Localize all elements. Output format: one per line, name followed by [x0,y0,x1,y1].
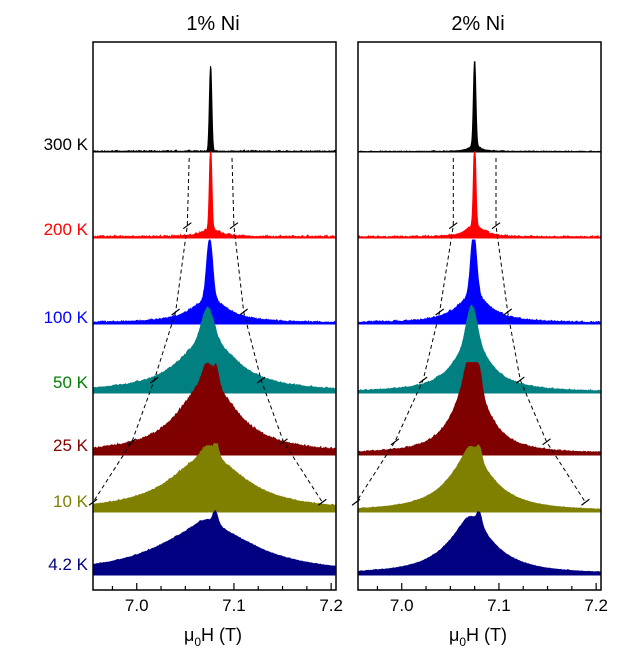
spectrum-42k [358,511,601,576]
temp-label-100k: 100 K [44,308,89,327]
guide-tick [127,438,137,446]
spectrum-200k [93,151,336,239]
guide-tick [318,498,327,506]
x-tick-label: 7.2 [319,596,343,615]
panel-title-right: 2% Ni [451,13,504,35]
guide-left-dashed [92,157,190,503]
spectrum-300k [93,66,336,153]
guide-tick [581,498,590,506]
guide-tick [542,438,551,446]
spectrum-100k [358,239,601,325]
panel-2pct-ni: 7.0 7.1 7.2 [351,41,608,615]
spectrum-25k [358,362,601,456]
temp-label-25k: 25 K [53,436,89,455]
panel-frame [357,41,602,591]
temperature-labels: 300 K 200 K 100 K 50 K 25 K 10 K 4.2 K [44,135,89,574]
guide-right-dashed [231,157,323,503]
x-tick-label: 7.0 [125,596,149,615]
temp-label-200k: 200 K [44,220,89,239]
spectrum-10k [93,443,336,513]
temp-label-4-2k: 4.2 K [48,555,88,574]
spectra-traces [93,66,336,576]
guide-tick [239,308,249,316]
spectrum-200k [358,151,601,239]
guide-left-dashed [355,158,454,503]
spectrum-50k [358,304,601,394]
spectrum-100k [93,239,336,325]
guide-tick [503,308,513,316]
x-tick-label: 7.2 [584,596,608,615]
guide-tick [491,222,501,230]
x-tick-label: 7.0 [390,596,414,615]
temp-label-300k: 300 K [44,135,89,154]
x-axis-title-right: μ0H (T) [449,625,507,649]
guide-tick [182,222,192,230]
panel-title-left: 1% Ni [186,13,239,35]
guide-tick [229,222,239,230]
guide-tick [448,222,458,230]
panel-1pct-ni: 7.0 7.1 7.2 [88,41,343,615]
guide-tick [351,498,361,506]
x-tick-label: 7.1 [487,596,511,615]
spectrum-10k [358,444,601,513]
guide-tick [515,376,525,384]
guide-tick [149,376,159,384]
x-tick-label: 7.1 [222,596,246,615]
guide-tick [279,438,288,446]
guide-right-dashed [495,158,586,503]
temp-label-10k: 10 K [53,492,89,511]
guide-tick [418,376,428,384]
spectrum-42k [93,510,336,576]
temp-label-50k: 50 K [53,373,89,392]
guide-tick [435,308,445,316]
spectrum-300k [358,61,601,153]
guide-tick [256,376,266,384]
spectrum-50k [93,306,336,394]
guide-tick [171,308,180,316]
panel-frame [92,41,337,591]
spectrum-25k [93,361,336,456]
spectra-traces [358,61,601,576]
guide-tick [390,438,400,446]
x-axis-title-left: μ0H (T) [184,625,242,649]
